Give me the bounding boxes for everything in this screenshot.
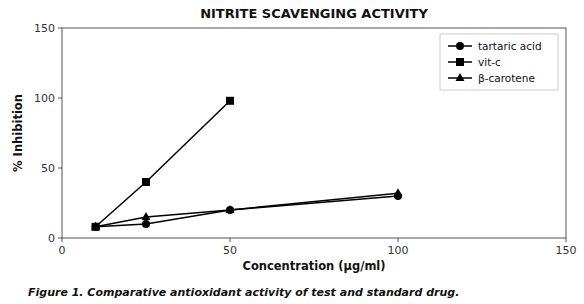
y-tick [58, 98, 62, 99]
x-tick [398, 238, 399, 242]
y-tick-label: 50 [41, 162, 55, 175]
y-tick [58, 168, 62, 169]
data-point [226, 205, 235, 213]
x-tick [62, 238, 63, 242]
x-tick [566, 238, 567, 242]
y-tick-label: 150 [34, 22, 55, 35]
legend-label: tartaric acid [478, 40, 542, 52]
legend-marker [456, 73, 465, 81]
data-point [91, 222, 100, 230]
data-point [142, 178, 150, 186]
x-axis-label: Concentration (μg/ml) [242, 259, 385, 273]
data-point [226, 97, 234, 105]
y-tick-label: 100 [34, 92, 55, 105]
data-point [92, 223, 100, 231]
x-tick [230, 238, 231, 242]
legend-label: β-carotene [478, 72, 535, 84]
caption: Figure 1. Comparative antioxidant activi… [28, 286, 459, 299]
series-line [96, 193, 398, 227]
y-tick-label: 0 [48, 232, 55, 245]
legend-label: vit-c [478, 56, 501, 68]
legend-marker [456, 58, 464, 66]
legend: tartaric acid vit-c β-carotene [440, 34, 558, 90]
data-point [142, 212, 151, 220]
y-tick [58, 28, 62, 29]
series-line [96, 196, 398, 227]
y-tick [58, 238, 62, 239]
title: NITRITE SCAVENGING ACTIVITY [200, 6, 428, 21]
data-point [226, 206, 234, 214]
data-point [92, 223, 100, 231]
data-point [394, 188, 403, 196]
x-tick-label: 0 [59, 244, 66, 257]
legend-marker [456, 42, 464, 50]
legend-box [440, 34, 558, 90]
x-tick-label: 150 [556, 244, 577, 257]
y-axis-label: % Inhibition [11, 94, 25, 172]
plot-area [91, 97, 402, 231]
plot-frame [62, 28, 566, 238]
chart: 0 50 100 150 0 50 100 150 NITRITE SCAVENGING ACT… [0, 0, 584, 304]
series-line [96, 101, 230, 227]
x-tick-label: 50 [223, 244, 237, 257]
data-point [142, 220, 150, 228]
x-tick-label: 100 [388, 244, 409, 257]
